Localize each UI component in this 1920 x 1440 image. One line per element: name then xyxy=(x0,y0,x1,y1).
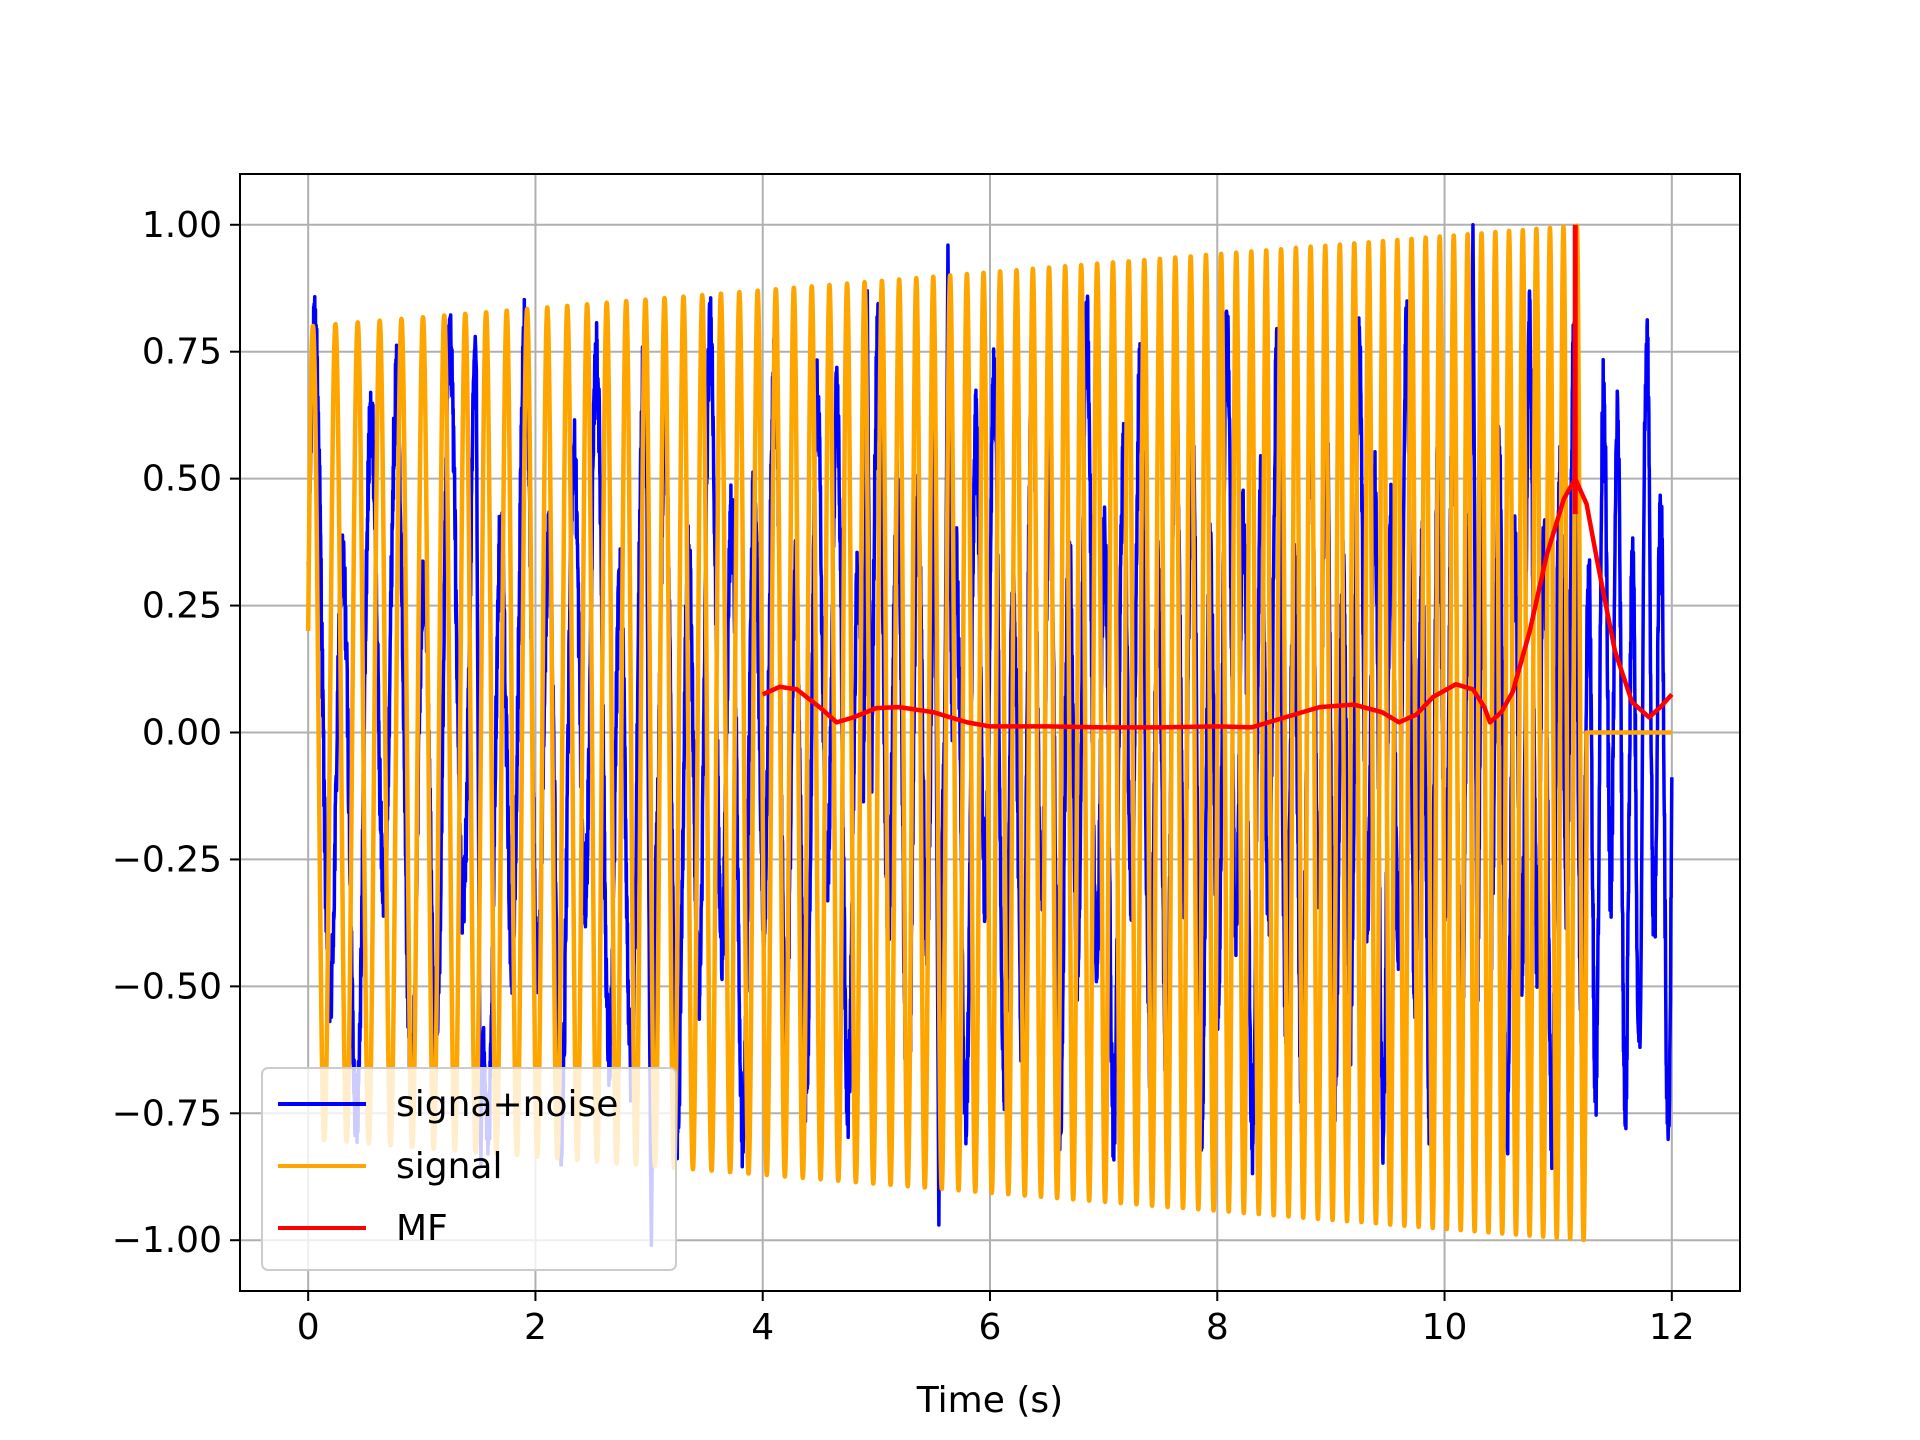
x-axis-label: Time (s) xyxy=(916,1380,1063,1421)
legend-label-signal-noise: signa+noise xyxy=(396,1084,618,1125)
legend: signa+noise signal MF xyxy=(261,1067,677,1271)
y-tick-label: 1.00 xyxy=(142,205,222,246)
y-tick-label: −1.00 xyxy=(112,1220,222,1261)
legend-label-mf: MF xyxy=(396,1208,448,1249)
legend-box xyxy=(261,1067,677,1271)
series-layer xyxy=(305,223,1674,1248)
x-tick-label: 8 xyxy=(1206,1307,1229,1348)
y-tick-label: 0.00 xyxy=(142,713,222,754)
x-tick-label: 0 xyxy=(297,1307,320,1348)
x-tick-label: 6 xyxy=(979,1307,1002,1348)
x-tick-label: 4 xyxy=(751,1307,774,1348)
legend-label-signal: signal xyxy=(396,1146,503,1187)
x-tick-label: 12 xyxy=(1649,1307,1695,1348)
series-line-mf xyxy=(761,476,1674,730)
x-tick-label: 2 xyxy=(524,1307,547,1348)
y-tick-label: 0.50 xyxy=(142,459,222,500)
y-tick-label: −0.75 xyxy=(112,1093,222,1134)
y-tick-label: −0.50 xyxy=(112,966,222,1007)
y-tick-label: 0.75 xyxy=(142,332,222,373)
series-line-signal xyxy=(305,223,1672,1243)
axis-ticks: 0 2 4 6 8 10 12 1.00 0.75 0.50 0.25 0.00 −0.25 −0.50 −… xyxy=(112,205,1695,1348)
y-tick-label: 0.25 xyxy=(142,586,222,627)
y-tick-label: −0.25 xyxy=(112,839,222,880)
x-tick-label: 10 xyxy=(1422,1307,1468,1348)
